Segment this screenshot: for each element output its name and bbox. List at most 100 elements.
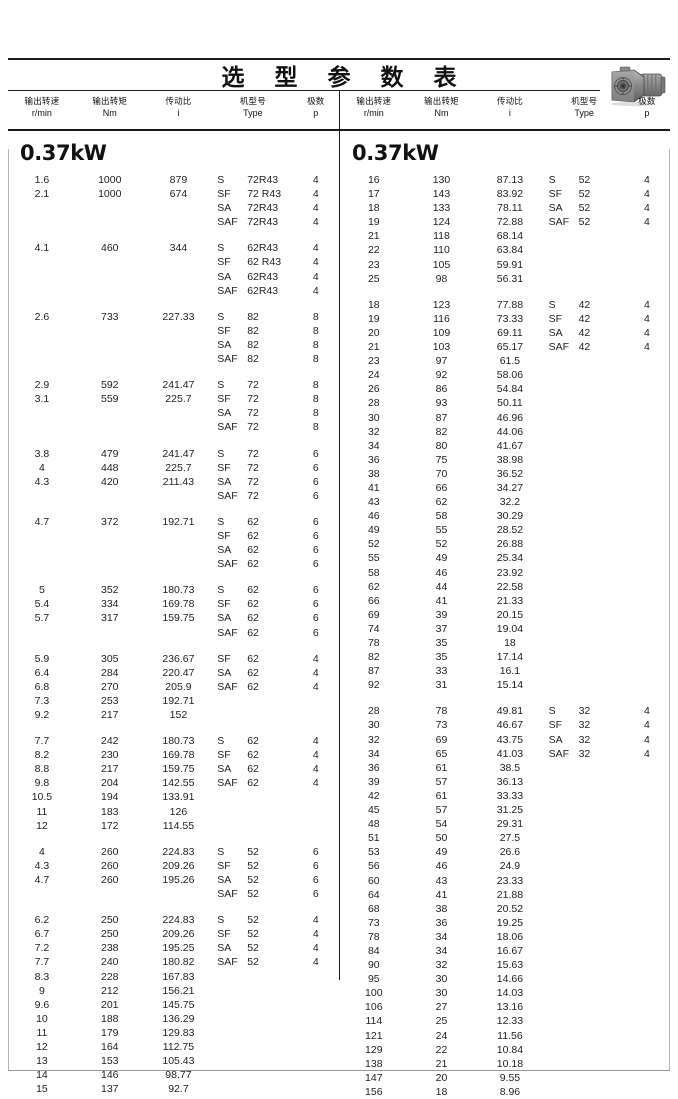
cell-poles: 6 xyxy=(312,873,319,886)
cell-ratio: 16.67 xyxy=(496,944,524,957)
cell-type: SA 52 xyxy=(213,941,292,955)
cell-output-speed: 23 xyxy=(367,355,380,368)
cell-poles xyxy=(624,1071,670,1085)
cell-output-speed: 4.7 xyxy=(34,515,50,528)
cell-output-speed: 2.1 xyxy=(34,188,50,201)
cell-output-torque: 38 xyxy=(435,902,448,915)
table-row: 48 54 29.31 xyxy=(340,817,670,831)
cell-type: SAF 62 xyxy=(213,776,292,790)
cell-output-torque: 733 xyxy=(101,310,119,323)
header-output-speed: 输出转速 r/min xyxy=(8,91,76,129)
table-row: 11 183 126 xyxy=(8,805,339,819)
cell-type: SA 42 xyxy=(545,326,624,340)
cell-poles: 8 xyxy=(312,393,319,406)
cell-poles: 6 xyxy=(312,544,319,557)
cell-ratio: 65.17 xyxy=(496,341,524,354)
table-row: SAF 62 6 xyxy=(8,557,339,571)
type-prefix: SAF xyxy=(217,626,238,639)
table-row: 34 65 41.03 SAF 32 4 xyxy=(340,747,670,761)
cell-type: SA 72R43 xyxy=(213,201,292,215)
cell-ratio: 211.43 xyxy=(162,475,195,488)
cell-type xyxy=(213,708,292,722)
cell-output-torque: 86 xyxy=(435,383,448,396)
cell-output-torque: 55 xyxy=(435,524,448,537)
table-row: 18 133 78.11 SA 52 4 xyxy=(340,201,670,215)
table-row: 41 66 34.27 xyxy=(340,481,670,495)
cell-output-torque: 27 xyxy=(435,1001,448,1014)
cell-poles xyxy=(624,1043,670,1057)
type-prefix: SAF xyxy=(548,747,569,760)
selection-table-body: 0.37kW 1.6 1000 879 S 72R43 4 2.1 1000 674 SF 72 R4… xyxy=(8,131,670,1098)
cell-ratio: 59.91 xyxy=(496,258,524,271)
table-row: 84 34 16.67 xyxy=(340,944,670,958)
cell-output-torque: 93 xyxy=(435,397,448,410)
cell-output-torque xyxy=(76,420,144,434)
header-output-torque-unit: Nm xyxy=(434,108,449,119)
cell-output-torque: 61 xyxy=(435,761,448,774)
cell-type xyxy=(545,775,624,789)
header-poles: 极数 p xyxy=(293,91,339,129)
cell-ratio: 50.11 xyxy=(497,397,523,410)
cell-ratio: 169.78 xyxy=(162,749,195,762)
type-model: 32 xyxy=(578,705,591,718)
cell-type xyxy=(545,229,624,243)
cell-type xyxy=(545,509,624,523)
cell-poles: 6 xyxy=(312,845,319,858)
cell-poles: 4 xyxy=(312,174,319,186)
cell-output-speed: 5.4 xyxy=(34,598,50,611)
table-row: SF 62 6 xyxy=(8,529,339,543)
table-row: 69 39 20.15 xyxy=(340,608,670,622)
cell-output-torque: 1000 xyxy=(98,174,122,186)
cell-output-speed: 20 xyxy=(367,326,380,339)
cell-output-torque: 41 xyxy=(435,888,448,901)
cell-output-speed: 34 xyxy=(367,439,380,452)
cell-poles xyxy=(293,1054,339,1068)
cell-ratio: 180.73 xyxy=(162,735,195,748)
cell-output-speed: 36 xyxy=(367,761,380,774)
type-model: 62 xyxy=(247,515,259,528)
cell-output-speed: 42 xyxy=(367,789,380,802)
cell-output-torque: 305 xyxy=(101,652,119,665)
cell-poles: 4 xyxy=(312,735,319,748)
cell-output-torque: 130 xyxy=(432,174,451,186)
cell-ratio: 28.52 xyxy=(496,524,524,537)
cell-output-speed: 6.7 xyxy=(34,928,50,941)
cell-output-speed: 7.2 xyxy=(34,942,50,955)
cell-poles xyxy=(624,396,670,410)
cell-type xyxy=(545,453,624,467)
cell-type xyxy=(545,664,624,678)
right-border-rule xyxy=(669,149,670,1071)
type-model: 52 xyxy=(578,174,591,186)
cell-output-speed: 2.9 xyxy=(34,379,50,392)
cell-ratio xyxy=(144,489,214,503)
cell-ratio: 10.84 xyxy=(496,1043,524,1056)
cell-output-speed: 43 xyxy=(367,496,380,509)
cell-poles: 6 xyxy=(312,489,319,502)
cell-type xyxy=(545,566,624,580)
table-row: SA 62R43 4 xyxy=(8,270,339,284)
table-row: 10.5 194 133.91 xyxy=(8,790,339,804)
cell-output-torque: 35 xyxy=(435,637,448,649)
cell-output-speed: 51 xyxy=(367,832,380,845)
cell-type: SA 62R43 xyxy=(213,270,292,284)
cell-poles xyxy=(624,243,670,257)
type-model: 62 xyxy=(247,735,259,748)
cell-ratio xyxy=(144,284,214,298)
cell-output-torque: 212 xyxy=(101,984,119,997)
type-model: 62 xyxy=(247,666,259,679)
cell-output-torque: 137 xyxy=(101,1083,119,1096)
table-row: 28 93 50.11 xyxy=(340,396,670,410)
cell-output-torque: 172 xyxy=(101,819,119,832)
table-row: 2.1 1000 674 SF 72 R43 4 xyxy=(8,187,339,201)
type-model: 62 R43 xyxy=(247,256,282,269)
table-row: 13 153 105.43 xyxy=(8,1054,339,1068)
cell-ratio: 44.06 xyxy=(496,425,524,438)
cell-type: S 72R43 xyxy=(213,173,292,187)
header-output-torque: 输出转矩 Nm xyxy=(408,91,476,129)
cell-ratio: 879 xyxy=(169,174,188,186)
table-row: 5.4 334 169.78 SF 62 6 xyxy=(8,597,339,611)
cell-output-speed: 8.8 xyxy=(34,763,50,776)
cell-ratio xyxy=(144,201,214,215)
type-model: 32 xyxy=(578,719,591,732)
cell-ratio: 8.96 xyxy=(499,1085,521,1098)
